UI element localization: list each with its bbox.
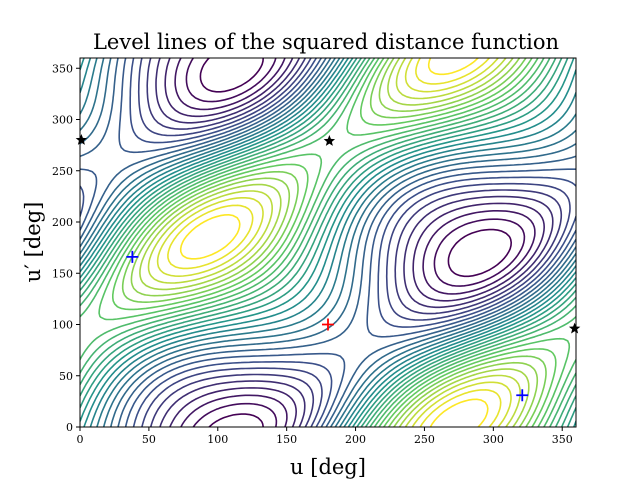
contour-level-line [146, 58, 563, 427]
x-axis-label: u [deg] [290, 455, 366, 479]
y-tick-label: 200 [52, 216, 73, 229]
contour-level-line [80, 58, 576, 427]
y-tick-label: 350 [52, 62, 73, 75]
y-tick-label: 100 [52, 319, 73, 332]
contour-level-line [199, 58, 512, 427]
contour-level-line [80, 58, 576, 427]
y-axis-ticks: 0 50 100 150 200 250 300 350 [52, 62, 80, 434]
contour-level-line [80, 58, 576, 427]
x-tick-label: 50 [142, 433, 156, 446]
saddle-point-marker [75, 134, 88, 145]
contour-level-line [80, 58, 576, 427]
contour-level-line [80, 58, 576, 427]
x-tick-label: 100 [207, 433, 228, 446]
local-minimum-marker [126, 250, 139, 263]
saddle-point-marker [323, 135, 336, 146]
x-tick-label: 200 [345, 433, 366, 446]
y-tick-label: 150 [52, 267, 73, 280]
x-tick-label: 300 [483, 433, 504, 446]
y-tick-label: 50 [59, 370, 73, 383]
contour-level-line [80, 58, 576, 427]
plot-frame [79, 57, 577, 428]
contour-level-line [98, 58, 571, 427]
local-minimum-marker [516, 389, 529, 402]
contour-level-line [112, 58, 557, 427]
critical-point-markers [75, 134, 581, 402]
contour-level-line [185, 58, 526, 427]
contour-level-line [80, 58, 576, 427]
x-tick-label: 0 [77, 433, 84, 446]
contour-lines [80, 58, 576, 427]
contour-level-line [155, 58, 554, 427]
x-tick-label: 350 [552, 433, 573, 446]
chart-title: Level lines of the squared distance func… [93, 30, 559, 54]
contour-level-line [80, 58, 576, 427]
x-axis-ticks: 0 50 100 150 200 250 300 350 [77, 427, 573, 446]
contour-level-line [167, 58, 502, 427]
contour-level-line [80, 58, 576, 427]
y-tick-label: 0 [66, 421, 73, 434]
contour-level-line [80, 58, 576, 427]
contour-level-line [164, 58, 545, 427]
y-axis-label: u′ [deg] [21, 202, 45, 283]
y-tick-label: 250 [52, 165, 73, 178]
contour-level-line [137, 58, 571, 427]
x-tick-label: 150 [276, 433, 297, 446]
x-tick-label: 250 [414, 433, 435, 446]
contour-level-line [174, 58, 536, 427]
y-tick-label: 300 [52, 114, 73, 127]
contour-level-line [121, 58, 547, 427]
global-minimum-marker [322, 318, 334, 331]
contour-level-line [139, 58, 530, 427]
contour-level-line [179, 58, 489, 427]
contour-level-line [156, 58, 512, 427]
saddle-point-marker [568, 322, 581, 334]
contour-level-line [147, 58, 521, 427]
